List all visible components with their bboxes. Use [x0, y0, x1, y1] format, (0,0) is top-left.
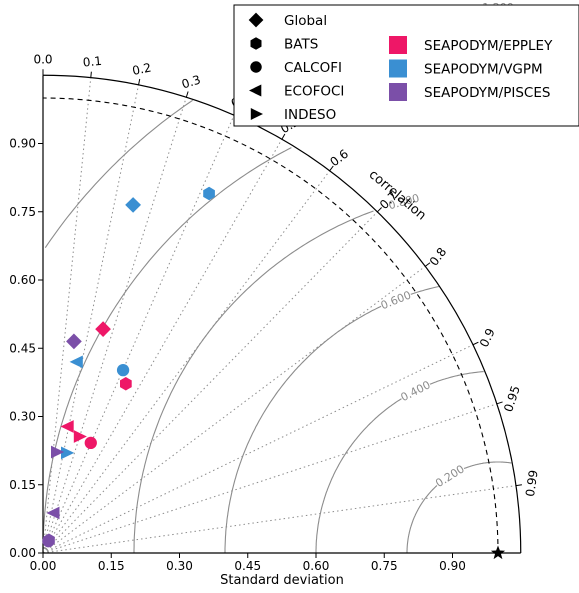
correlation-tick-label-2: 0.2 [131, 60, 153, 78]
correlation-line-7 [42, 211, 378, 554]
point-indeso-14 [51, 445, 65, 459]
x-tick-label-0: 0.00 [30, 559, 57, 573]
correlation-tick-label-3: 0.3 [180, 72, 202, 91]
reference-star [490, 545, 506, 560]
point-calcofi-6 [116, 363, 130, 377]
point-indeso-13 [73, 430, 87, 443]
legend-model-label-1: SEAPODYM/VGPM [424, 62, 543, 78]
rmsd-label-0: 0.200 [433, 462, 467, 490]
rmsd-label-bg-0 [432, 461, 466, 489]
correlation-tick-9 [472, 341, 479, 346]
y-tick-label-1: 0.15 [9, 478, 36, 492]
rmsd-label-bg-2 [378, 287, 413, 311]
x-tick-label-1: 0.15 [98, 559, 125, 573]
legend-marker-triangle-right [250, 108, 263, 120]
correlation-tick-label-11: 0.99 [523, 469, 541, 497]
legend-marker-hexagon [250, 37, 262, 50]
correlation-line-6 [42, 170, 331, 554]
y-tick-label-0: 0.00 [9, 546, 36, 560]
point-indeso-12 [61, 446, 75, 460]
legend-model-label-0: SEAPODYM/EPPLEY [424, 38, 553, 54]
legend-marker-triangle-left [249, 84, 262, 97]
correlation-line-5 [42, 139, 283, 554]
legend-model-label-2: SEAPODYM/PISCES [424, 85, 550, 101]
rmsd-contour-1 [315, 371, 484, 553]
correlation-lines [42, 77, 517, 554]
legend-marker-diamond [248, 12, 264, 28]
rmsd-label-2: 0.600 [379, 288, 413, 312]
correlation-tick-1 [90, 71, 92, 78]
legend: Global BATS CALCOFI ECOFOCI INDESO SEAPODYM/E… [233, 4, 579, 127]
rmsd-contour-4 [42, 147, 292, 553]
point-ecofoci-11 [46, 506, 60, 520]
point-ecofoci-10 [60, 420, 74, 433]
correlation-tick-6 [329, 165, 334, 172]
correlation-tick-11 [515, 484, 522, 487]
legend-label-0: Global [284, 13, 327, 29]
legend-swatch-1 [389, 59, 407, 78]
x-tick-label-6: 0.90 [439, 559, 466, 573]
point-calcofi-7 [84, 436, 97, 450]
correlation-line-9 [42, 344, 474, 554]
legend-label-1: BATS [284, 37, 318, 53]
correlation-line-1 [42, 77, 92, 554]
x-tick-label-4: 0.60 [303, 559, 330, 573]
correlation-line-4 [42, 114, 235, 554]
correlation-tick-10 [496, 401, 503, 405]
correlation-tick-label-8: 0.8 [427, 245, 450, 269]
point-calcofi-8 [42, 535, 55, 548]
correlation-tick-7 [377, 207, 382, 213]
legend-label-2: CALCOFI [284, 60, 342, 76]
y-tick-label-2: 0.30 [9, 410, 36, 424]
correlation-tick-8 [424, 262, 431, 267]
plot-frame: 0.00.10.20.30.40.50.60.70.80.90.950.99 [33, 52, 541, 554]
legend-label-3: ECOFOCI [284, 84, 344, 100]
correlation-tick-3 [185, 91, 189, 98]
rmsd-contour-2 [224, 285, 440, 553]
point-bats-3 [203, 186, 215, 201]
correlation-tick-label-1: 0.1 [82, 54, 102, 70]
correlation-line-3 [42, 97, 187, 554]
correlation-tick-label-10: 0.95 [501, 384, 523, 414]
x-axis-label: Standard deviation [220, 573, 344, 588]
rmsd-label-bg-1 [397, 377, 432, 403]
rmsd-contour-5 [44, 99, 194, 249]
correlation-line-11 [42, 485, 517, 554]
correlation-tick-label-6: 0.6 [327, 147, 351, 170]
correlation-tick-5 [281, 133, 286, 140]
x-tick-label-5: 0.75 [371, 559, 398, 573]
point-global-2 [66, 333, 82, 350]
y-tick-label-5: 0.75 [9, 205, 36, 219]
legend-label-4: INDESO [284, 107, 336, 123]
correlation-tick-label-9: 0.9 [477, 326, 498, 349]
point-bats-4 [120, 377, 132, 391]
correlation-label: correlation [366, 167, 429, 223]
correlation-tick-2 [138, 78, 141, 86]
correlation-line-2 [42, 84, 140, 554]
x-tick-label-2: 0.30 [166, 559, 193, 573]
legend-marker-circle [250, 61, 262, 73]
axes: 0.00 0.15 0.30 0.45 0.60 0.75 0.900.000.150.30… [9, 75, 521, 573]
outer-arc [42, 74, 522, 554]
rmsd-contour-3 [133, 210, 374, 553]
legend-swatch-0 [389, 36, 407, 54]
point-global-1 [95, 321, 111, 337]
data-points [42, 186, 506, 560]
point-global-0 [125, 197, 141, 213]
y-tick-label-6: 0.90 [9, 137, 36, 151]
correlation-tick-label-0: 0.0 [33, 52, 52, 66]
y-tick-label-3: 0.45 [9, 341, 36, 355]
correlation-line-8 [42, 265, 426, 554]
rmsd-label-bg-3 [386, 190, 421, 211]
correlation-line-10 [42, 403, 498, 554]
point-ecofoci-9 [69, 355, 83, 369]
reference-arc [42, 97, 499, 554]
x-tick-label-3: 0.45 [234, 559, 261, 573]
y-tick-label-4: 0.60 [9, 273, 36, 287]
legend-swatch-2 [389, 83, 407, 101]
rmsd-label-1: 0.400 [399, 378, 433, 404]
